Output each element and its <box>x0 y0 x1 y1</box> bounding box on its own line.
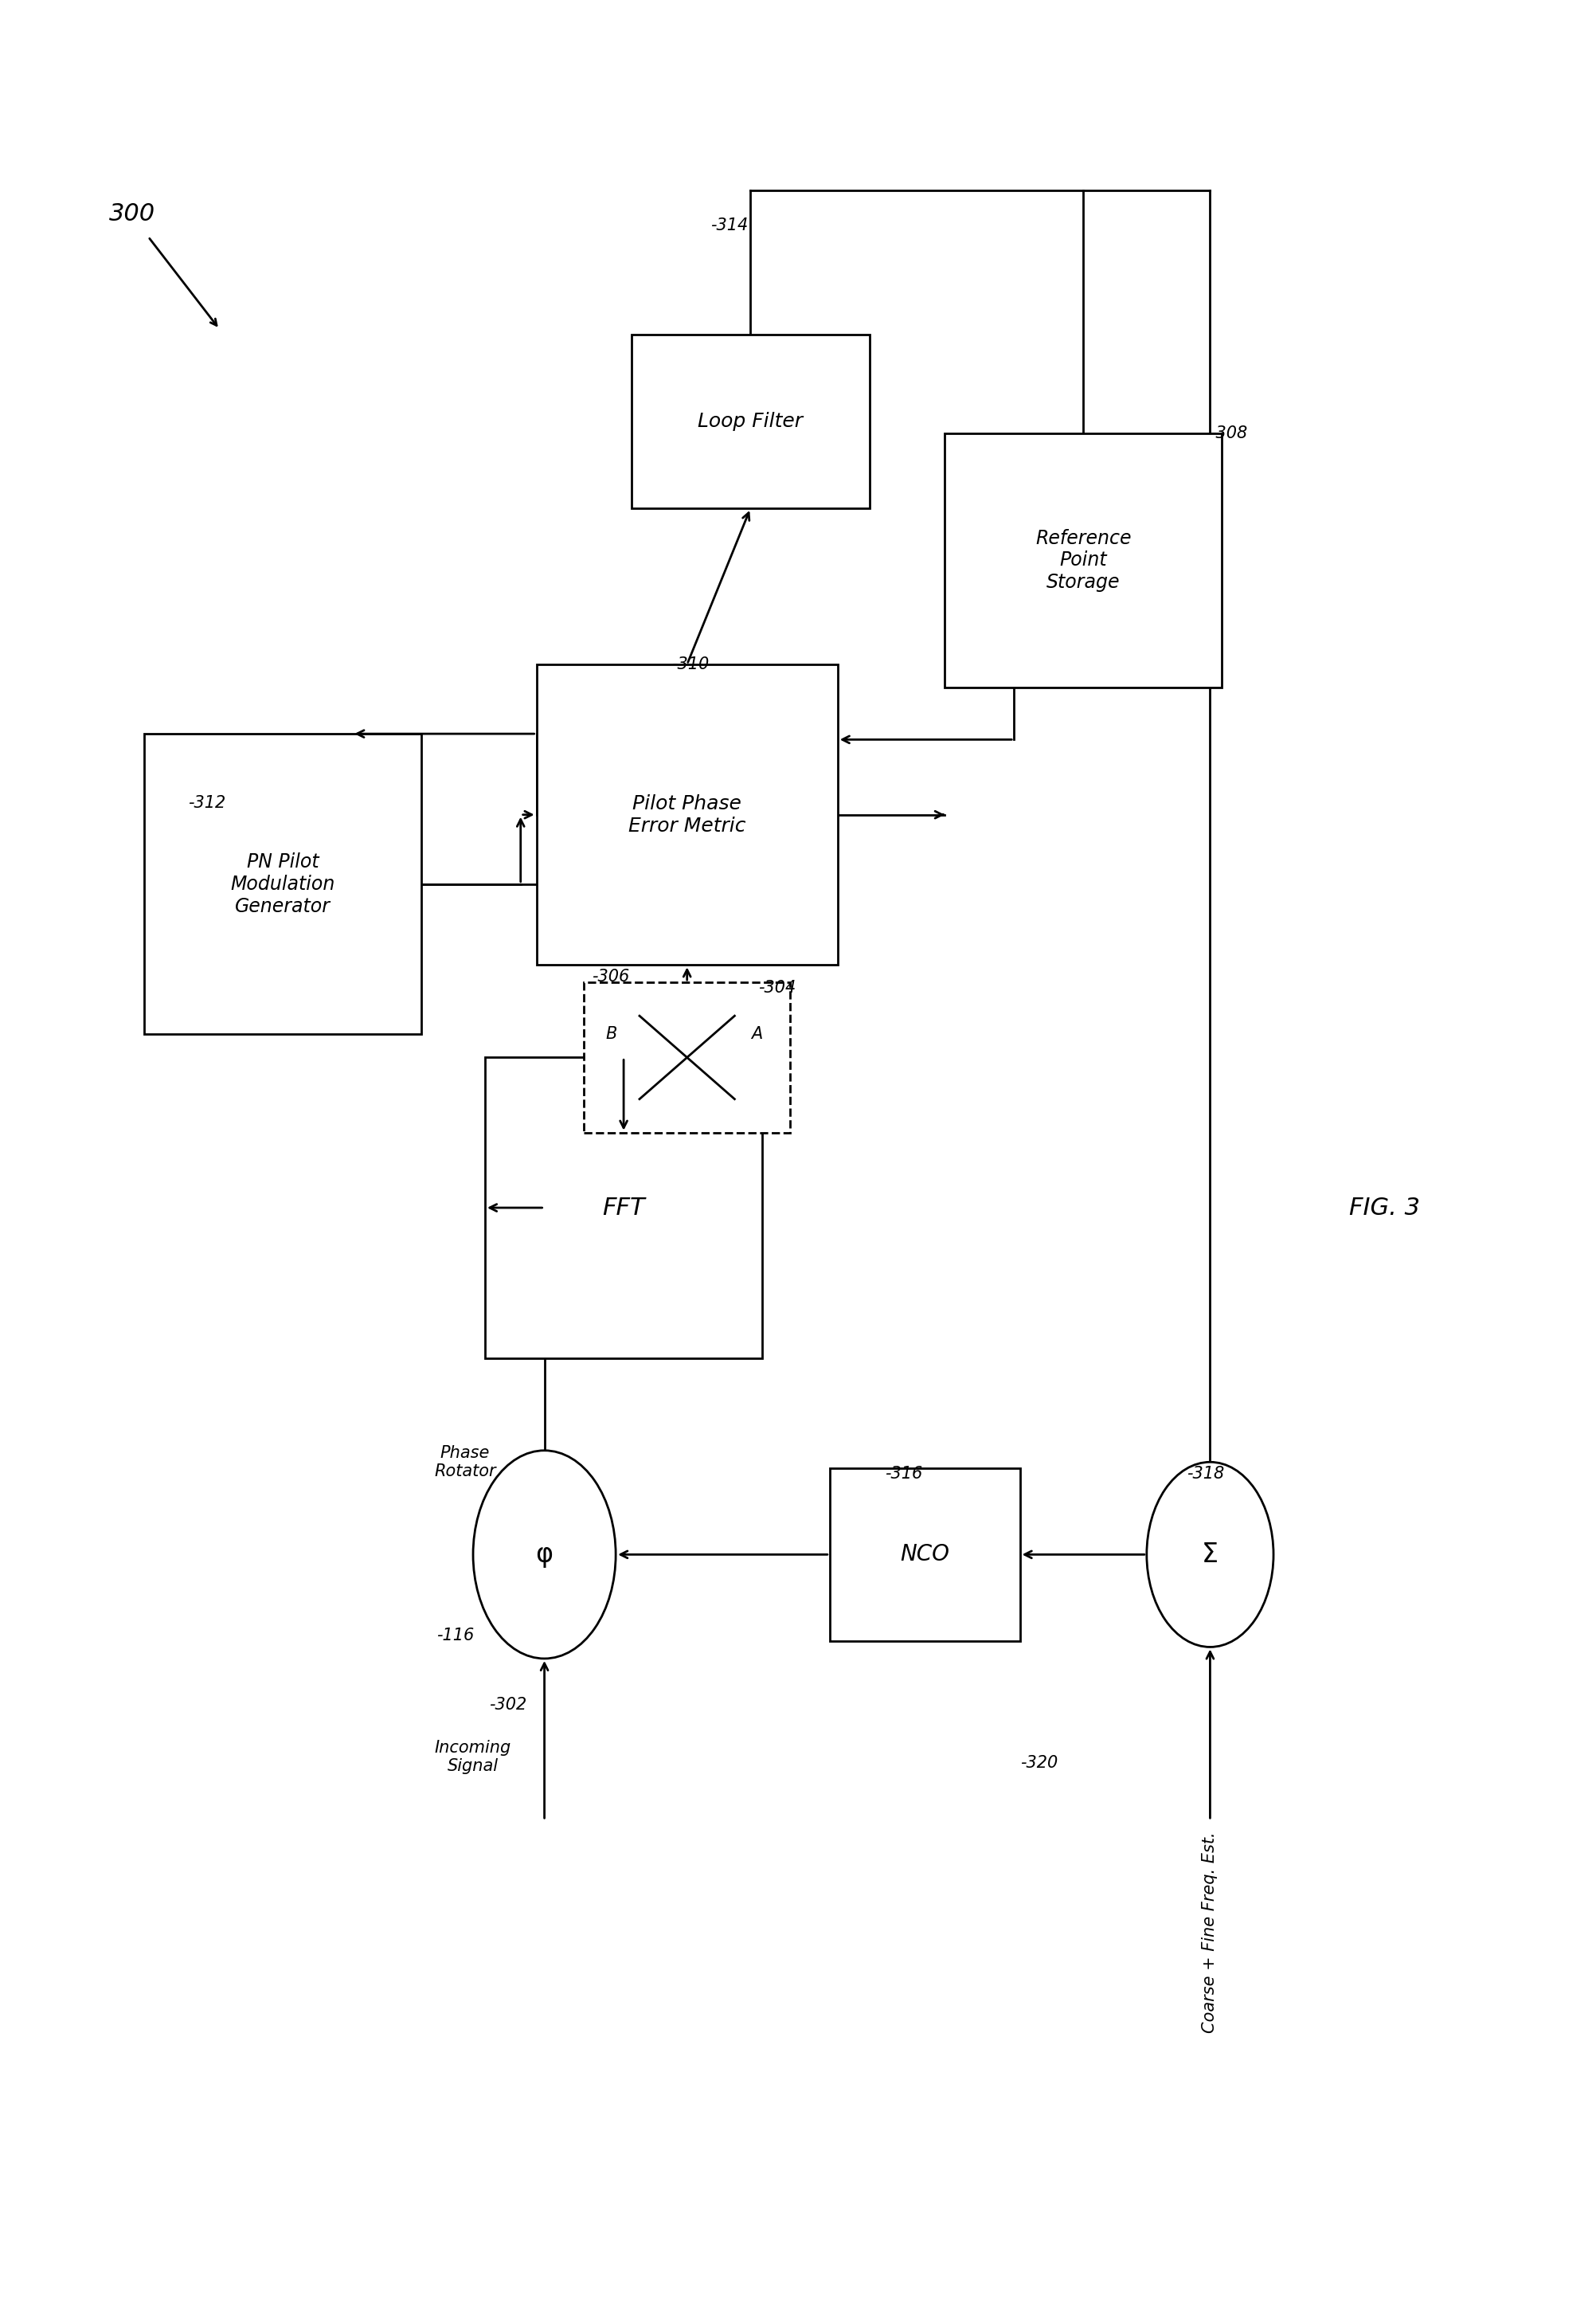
Text: PN Pilot
Modulation
Generator: PN Pilot Modulation Generator <box>230 853 335 915</box>
Text: -318: -318 <box>1186 1466 1224 1482</box>
Text: -116: -116 <box>437 1628 474 1642</box>
Text: FFT: FFT <box>602 1196 645 1220</box>
Circle shape <box>472 1450 616 1659</box>
Circle shape <box>1146 1461 1274 1647</box>
Text: -310: -310 <box>672 657 709 671</box>
Text: Σ: Σ <box>1202 1542 1218 1568</box>
Text: φ: φ <box>536 1542 554 1568</box>
Bar <box>536 664 838 964</box>
Bar <box>144 734 421 1034</box>
Text: -308: -308 <box>1210 425 1248 441</box>
Text: -302: -302 <box>488 1696 527 1712</box>
Text: -320: -320 <box>1020 1754 1058 1770</box>
Bar <box>830 1468 1020 1642</box>
Bar <box>584 983 790 1134</box>
Text: Pilot Phase
Error Metric: Pilot Phase Error Metric <box>629 794 745 836</box>
Bar <box>945 434 1223 688</box>
Text: -304: -304 <box>758 980 796 997</box>
Text: -314: -314 <box>710 216 749 232</box>
Text: -306: -306 <box>592 969 629 985</box>
Text: Loop Filter: Loop Filter <box>697 411 803 432</box>
Text: Coarse + Fine Freq. Est.: Coarse + Fine Freq. Est. <box>1202 1833 1218 2033</box>
Bar <box>632 335 870 509</box>
Bar <box>485 1057 763 1359</box>
Text: Incoming
Signal: Incoming Signal <box>434 1740 511 1775</box>
Text: Phase
Rotator: Phase Rotator <box>434 1445 496 1480</box>
Text: NCO: NCO <box>900 1542 950 1566</box>
Text: -316: -316 <box>886 1466 922 1482</box>
Text: A: A <box>752 1027 763 1043</box>
Text: Reference
Point
Storage: Reference Point Storage <box>1036 530 1132 592</box>
Text: B: B <box>605 1027 616 1043</box>
Text: FIG. 3: FIG. 3 <box>1349 1196 1420 1220</box>
Text: 300: 300 <box>109 202 155 225</box>
Text: -312: -312 <box>188 794 225 811</box>
